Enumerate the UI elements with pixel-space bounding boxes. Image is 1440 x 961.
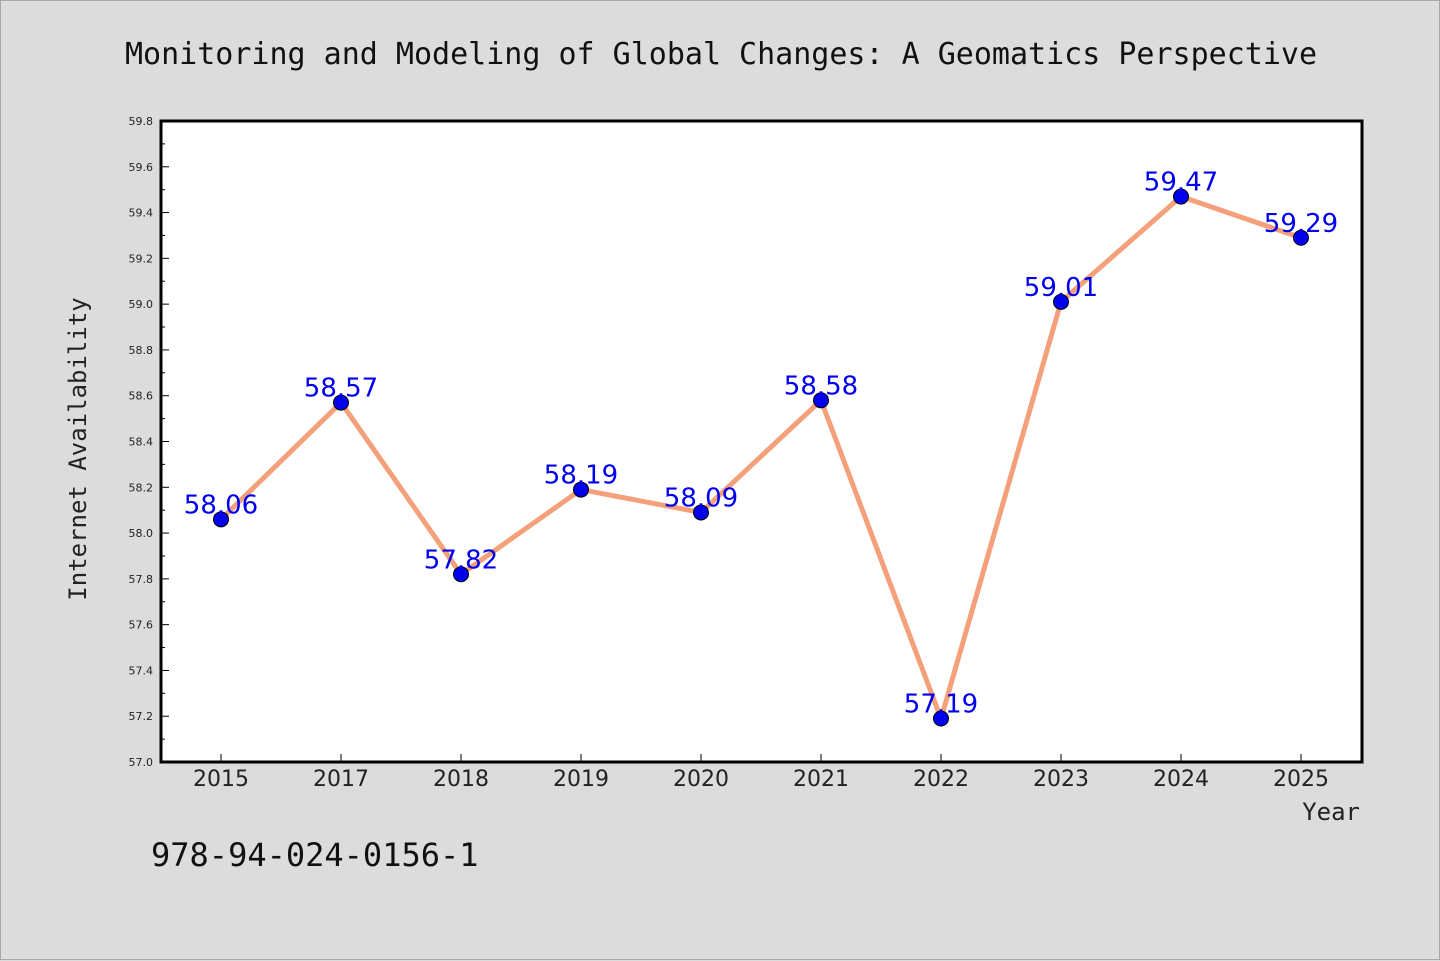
- x-tick-label: 2023: [1033, 767, 1089, 792]
- y-axis-label: Internet Availability: [64, 297, 92, 600]
- series-line: [219, 194, 1302, 722]
- x-tick-label: 2018: [433, 767, 489, 792]
- isbn-text: 978-94-024-0156-1: [151, 836, 479, 874]
- data-point: [1293, 229, 1309, 246]
- chart-title: Monitoring and Modeling of Global Change…: [125, 37, 1317, 72]
- y-tick-label: 59.6: [129, 161, 154, 174]
- data-point: [933, 710, 949, 727]
- data-point: [693, 504, 709, 521]
- plot-area: [159, 119, 1364, 764]
- x-tick-label: 2021: [793, 767, 849, 792]
- y-tick-label: 57.6: [129, 619, 154, 632]
- data-label: 59.29: [1264, 209, 1338, 239]
- data-point: [813, 392, 829, 409]
- y-tick-label: 58.8: [129, 344, 154, 357]
- data-label: 59.47: [1144, 168, 1218, 198]
- data-point: [213, 511, 229, 528]
- y-tick-label: 58.4: [129, 436, 154, 449]
- x-axis-label: Year: [1302, 798, 1360, 826]
- x-tick-label: 2017: [313, 767, 369, 792]
- data-label: 58.06: [184, 490, 258, 520]
- x-axis-ticks: 2015 2017 2018 2019 2020 2021 2022 2023 2024 2025: [193, 754, 1329, 792]
- y-tick-label: 58.6: [129, 390, 154, 403]
- x-tick-label: 2015: [193, 767, 249, 792]
- x-tick-label: 2020: [673, 767, 729, 792]
- y-tick-label: 57.4: [129, 664, 154, 677]
- data-markers: [213, 188, 1309, 727]
- data-label: 58.57: [304, 374, 378, 404]
- data-label: 59.01: [1024, 273, 1098, 303]
- data-label: 58.58: [784, 371, 858, 401]
- x-tick-label: 2025: [1273, 767, 1329, 792]
- data-point: [453, 566, 469, 583]
- data-point: [333, 394, 349, 411]
- data-point: [1053, 293, 1069, 310]
- data-label: 57.19: [904, 690, 978, 720]
- data-label: 58.19: [544, 461, 618, 491]
- x-tick-label: 2024: [1153, 767, 1209, 792]
- data-label: 57.82: [424, 545, 498, 575]
- data-labels: 58.06 58.57 57.82 58.19 58.09 58.58 57.19 59.01…: [184, 168, 1338, 720]
- y-axis-ticks: 57.0 57.2 57.4 57.6 57.8 58.0 58.2 58.4 58.6 58.8…: [129, 115, 169, 769]
- y-tick-label: 57.8: [129, 573, 154, 586]
- y-tick-label: 59.8: [129, 115, 154, 128]
- data-point: [1173, 188, 1189, 205]
- y-tick-label: 59.4: [129, 207, 154, 220]
- x-tick-label: 2019: [553, 767, 609, 792]
- y-tick-label: 59.2: [129, 252, 154, 265]
- y-tick-label: 57.2: [129, 710, 154, 723]
- data-label: 58.09: [664, 483, 738, 513]
- data-point: [573, 481, 589, 498]
- y-tick-label: 57.0: [129, 756, 154, 769]
- x-tick-label: 2022: [913, 767, 969, 792]
- y-tick-label: 58.0: [129, 527, 154, 540]
- y-tick-label: 58.2: [129, 481, 154, 494]
- y-tick-label: 59.0: [129, 298, 154, 311]
